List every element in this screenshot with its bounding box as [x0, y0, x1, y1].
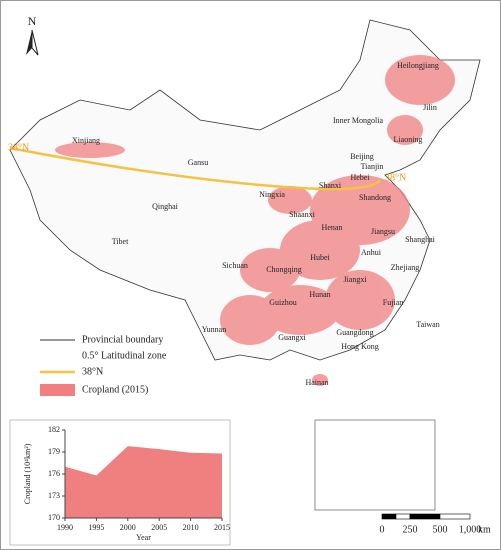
province-label: Fujian [383, 298, 403, 307]
x-axis-title: Year [136, 533, 151, 542]
cropland-chart: 170 173 176 179 182 1990 1995 2000 2005 2010 2015 Y… [23, 425, 230, 542]
line-label: 38°N [385, 172, 406, 183]
province-label: Taiwan [416, 320, 439, 329]
y-tick-label: 176 [48, 469, 60, 478]
y-tick-label: 173 [48, 491, 60, 500]
province-label: Henan [322, 223, 343, 232]
x-tick-label: 2000 [120, 523, 136, 532]
province-label: Liaoning [394, 135, 423, 144]
province-label: Gansu [188, 158, 208, 167]
area [65, 446, 222, 518]
scale-segment [439, 513, 471, 520]
legend: Provincial boundary 0.5° Latitudinal zon… [40, 334, 167, 396]
province-labels: Heilongjiang Jilin Liaoning Inner Mongolia X… [72, 61, 440, 387]
province-label: Hunan [309, 290, 330, 299]
province-label: Guizhou [269, 298, 297, 307]
province-label: Tibet [112, 237, 129, 246]
province-label: Yunnan [202, 325, 226, 334]
north-arrow: N [26, 14, 39, 56]
province-label: Guangxi [278, 333, 306, 342]
x-tick-label: 1995 [88, 523, 104, 532]
line-label: 38°N [8, 142, 29, 153]
legend-label: 38°N [82, 366, 103, 377]
province-label: Anhui [361, 248, 382, 257]
latitude-38n [9, 146, 382, 191]
y-tick-label: 179 [48, 447, 60, 456]
y-tick-label: 170 [48, 513, 60, 522]
scale-label: 1,000 [459, 524, 482, 535]
x-tick-label: 2010 [183, 523, 199, 532]
x-tick-label: 2015 [214, 523, 230, 532]
legend-label: 0.5° Latitudinal zone [82, 350, 167, 361]
scale-label: 0 [380, 524, 385, 535]
province-label: Shaanxi [289, 210, 316, 219]
province-label: Ningxia [259, 190, 285, 199]
province-label: Qinghai [152, 202, 179, 211]
province-label: Jilin [423, 103, 437, 112]
province-label: Sichuan [222, 261, 248, 270]
legend-label: Provincial boundary [82, 334, 163, 345]
province-label: Hong Kong [341, 342, 379, 351]
province-label: Tianjin [361, 162, 384, 171]
scale-label: 250 [403, 524, 418, 535]
province-label: Shandong [359, 193, 391, 202]
province-label: Hubei [310, 253, 330, 262]
province-label: Hebei [350, 173, 370, 182]
province-label: Chongqing [266, 265, 302, 274]
province-label: Guangdong [336, 328, 373, 337]
legend-label: Cropland (2015) [82, 384, 148, 395]
north-label: N [28, 14, 37, 28]
y-tick-label: 182 [48, 425, 60, 434]
province-label: Xinjiang [72, 136, 100, 145]
province-label: Heilongjiang [397, 61, 439, 70]
y-axis-title: Cropland (10⁴km²) [23, 443, 32, 504]
province-label: Shanghai [405, 235, 436, 244]
south-sea-inset [314, 419, 436, 511]
province-label: Beijing [350, 152, 374, 161]
scale-segment [381, 513, 397, 520]
scale-segment [409, 513, 441, 520]
scale-label: 500 [433, 524, 448, 535]
x-tick-label: 1990 [57, 523, 73, 532]
scale-segment [395, 513, 411, 520]
province-label: Hainan [305, 378, 328, 387]
province-label: Inner Mongolia [333, 116, 383, 125]
legend-swatch [40, 384, 75, 396]
province-label: Jiangsu [371, 227, 395, 236]
cropland-patches [55, 55, 455, 386]
province-label: Zhejiang [391, 263, 419, 272]
province-label: Shanxi [319, 181, 342, 190]
province-label: Jiangxi [343, 275, 367, 284]
x-tick-label: 2005 [151, 523, 167, 532]
scale-unit: km [478, 524, 491, 535]
